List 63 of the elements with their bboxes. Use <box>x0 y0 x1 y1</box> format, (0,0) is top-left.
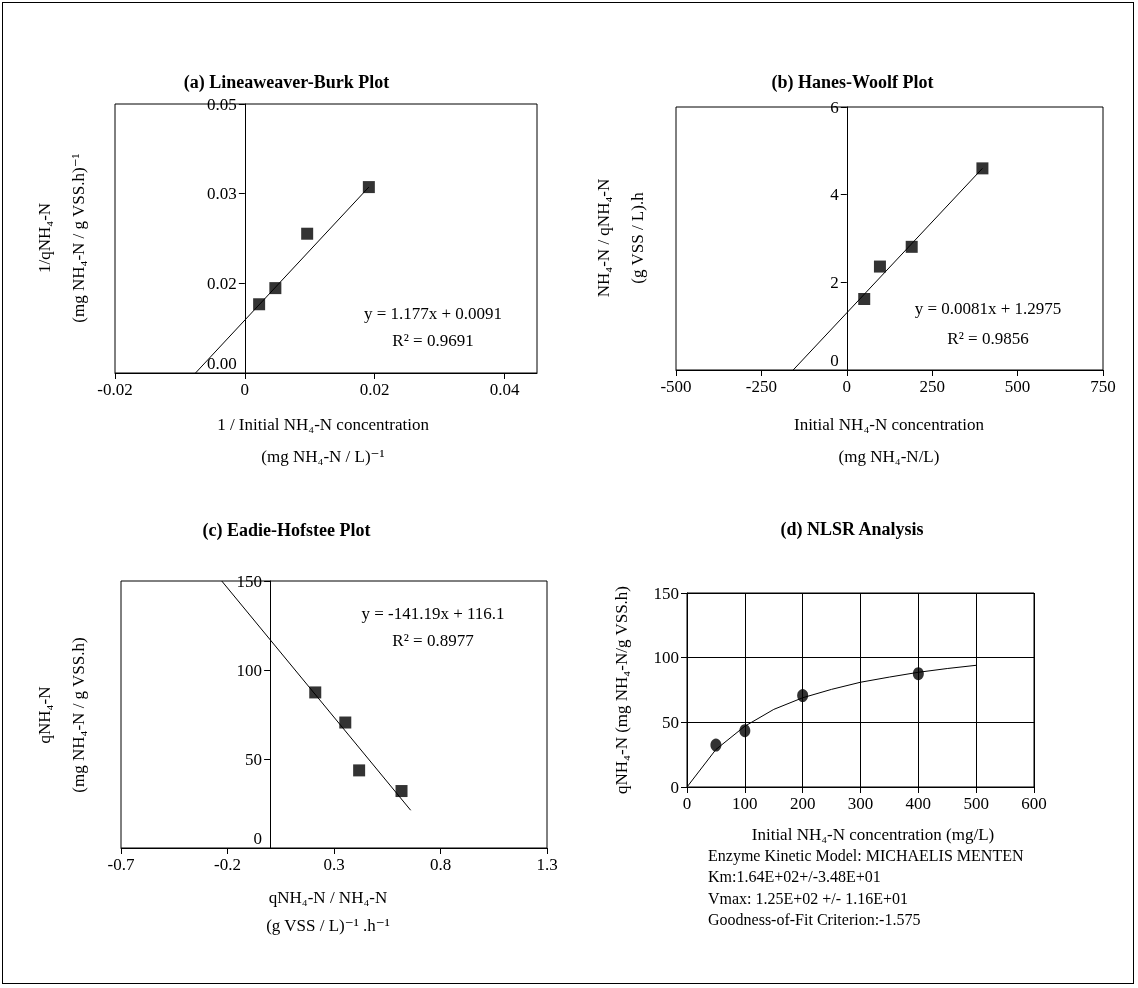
y-tick-label: 150 <box>653 583 679 603</box>
x-axis-title: qNH₄-N / NH₄-N (g VSS / L)⁻¹ .h⁻¹ <box>266 887 390 935</box>
x-tick-label: 200 <box>789 794 816 813</box>
x-tick-label: 250 <box>919 377 945 396</box>
y-tick-label: 0 <box>253 828 263 848</box>
chart-title: (c) Eadie-Hofstee Plot <box>202 520 371 541</box>
y-tick-label: 0.02 <box>207 273 237 293</box>
x-tick-label: 0 <box>682 794 692 813</box>
x-tick-label: 1.3 <box>536 855 558 874</box>
annotation: y = 1.177x + 0.0091 <box>363 303 503 323</box>
annotation: R² = 0.9691 <box>392 330 474 350</box>
x-tick-label: 100 <box>732 794 758 813</box>
y-tick-label: 150 <box>236 571 263 591</box>
x-tick-label: 500 <box>1004 377 1031 396</box>
text: Vmax: 1.25E+02 +/- 1.16E+01 <box>708 889 908 907</box>
x-tick-label: -250 <box>745 377 777 396</box>
y-axis-title: qNH₄-N (mg NH₄-N/g VSS.h) <box>611 586 631 794</box>
point <box>710 738 722 752</box>
x-tick-label: 500 <box>963 794 989 813</box>
chart-title: (a) Lineaweaver-Burk Plot <box>183 72 390 93</box>
y-tick-label: 0.05 <box>207 94 237 114</box>
text: Km:1.64E+02+/-3.48E+01 <box>708 868 881 885</box>
x-tick-label: 300 <box>847 794 874 813</box>
y-tick-label: 0 <box>830 350 839 370</box>
x-tick-label: 600 <box>1021 794 1047 813</box>
chart-title: (d) NLSR Analysis <box>780 519 924 540</box>
text: Goodness-of-Fit Criterion:-1.575 <box>708 911 921 928</box>
y-tick-label: 2 <box>830 272 839 292</box>
point <box>797 689 809 703</box>
y-tick-label: 0 <box>670 777 679 797</box>
x-tick-label: -0.02 <box>97 380 133 399</box>
y-tick-label: 4 <box>830 185 840 205</box>
annotation: y = 0.0081x + 1.2975 <box>914 298 1062 318</box>
x-tick-label: -0.7 <box>107 855 135 874</box>
text: Enzyme Kinetic Model: MICHAELIS MENTEN <box>708 846 1024 865</box>
x-axis-title: 1 / Initial NH₄-N concentration (mg NH₄-N / L)⁻¹ <box>217 414 430 466</box>
x-tick-label: 0.02 <box>359 380 390 399</box>
x-tick-label: 0.8 <box>429 855 452 874</box>
y-axis-title: qNH₄-N (mg NH₄-N / g VSS.h) <box>34 637 88 793</box>
y-tick-label: 0.00 <box>207 353 237 373</box>
y-tick-label: 100 <box>653 648 679 668</box>
x-tick-label: 0.04 <box>489 380 520 399</box>
x-tick-label: 750 <box>1090 377 1116 396</box>
point <box>912 667 924 681</box>
y-axis-title: NH₄-N / qNH₄-N (g VSS / L).h <box>593 178 647 298</box>
annotation: y = -141.19x + 116.1 <box>361 603 505 623</box>
x-axis-title: Initial NH₄-N concentration (mg/L) <box>751 824 995 844</box>
annotation: R² = 0.8977 <box>392 630 475 650</box>
y-tick-label: 6 <box>830 97 839 117</box>
annotation: R² = 0.9856 <box>947 328 1029 348</box>
x-tick-label: -500 <box>660 377 692 396</box>
x-tick-label: 0.3 <box>323 855 345 874</box>
x-tick-label: 0 <box>842 377 852 396</box>
y-axis-title: 1/qNH₄-N (mg NH₄-N / g VSS.h)⁻¹ <box>34 153 88 323</box>
x-tick-label: -0.2 <box>214 855 241 874</box>
chart-title: (b) Hanes-Woolf Plot <box>771 72 934 93</box>
x-axis-title: Initial NH₄-N concentration (mg NH₄-N/L) <box>793 414 985 466</box>
y-tick-label: 0.03 <box>207 184 237 204</box>
y-tick-label: 50 <box>662 712 679 732</box>
point <box>739 724 751 738</box>
y-tick-label: 100 <box>236 660 263 680</box>
x-tick-label: 400 <box>905 794 932 813</box>
y-tick-label: 50 <box>245 749 263 769</box>
